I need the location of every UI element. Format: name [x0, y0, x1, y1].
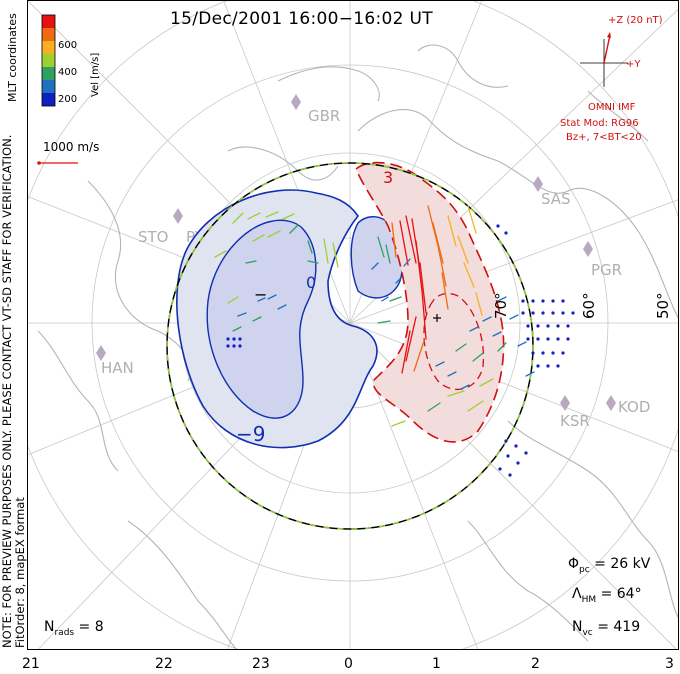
- reference-vector-label: 1000 m/s: [43, 140, 99, 154]
- colorbar-swatch-5: [42, 67, 55, 80]
- imf-y-label: +Y: [626, 59, 641, 70]
- contour-labels: 3 0 −9 −: [236, 168, 393, 446]
- imf-vector: [603, 34, 611, 64]
- colorbar: 600 400 200 Vel [m/s]: [41, 14, 101, 107]
- station-kod: KOD: [618, 398, 650, 416]
- contour-label-minimum: −: [254, 285, 267, 304]
- fit-order-note: FitOrder: 8, mapEX format: [13, 497, 27, 648]
- imf-source: OMNI IMF: [588, 102, 636, 113]
- colorbar-swatch-1: [42, 15, 55, 28]
- colorbar-swatch-3: [42, 41, 55, 54]
- positive-potential-cell: [355, 161, 505, 443]
- colorbar-swatch-7: [42, 93, 55, 106]
- lat-label-70: 70°: [492, 292, 510, 319]
- station-ksr: KSR: [560, 412, 590, 430]
- hm-boundary-overlay: [166, 162, 534, 530]
- imf-z-label: +Z (20 nT): [608, 15, 663, 26]
- station-han: HAN: [101, 359, 134, 377]
- imf-model: Stat Mod: RG96: [560, 118, 639, 129]
- cross-polar-potential: Φpc = 26 kV: [568, 556, 651, 575]
- station-pgr: PGR: [591, 261, 622, 279]
- mlt-hour-3: 3: [665, 656, 674, 672]
- mlt-hour-21: 21: [22, 656, 40, 672]
- radar-count: Nrads = 8: [44, 619, 104, 638]
- coordinate-system-label: MLT coordinates: [6, 13, 19, 102]
- station-sas: SAS: [541, 190, 571, 208]
- lat-label-60: 60°: [580, 292, 598, 319]
- colorbar-tick-400: 400: [58, 67, 77, 78]
- imf-condition: Bz+, 7<BT<20: [566, 132, 642, 143]
- hm-latitude: ΛHM = 64°: [572, 586, 642, 605]
- mlt-hour-22: 22: [155, 656, 173, 672]
- imf-dial: +Z (20 nT) +Y OMNI IMF Stat Mod: RG96 Bz…: [560, 15, 663, 143]
- positive-potential-inner: [423, 292, 485, 390]
- station-gbr: GBR: [308, 107, 340, 125]
- colorbar-swatch-4: [42, 54, 55, 67]
- reference-vector: 1000 m/s: [37, 140, 99, 165]
- station-sto: STO: [138, 228, 169, 246]
- colorbar-label: Vel [m/s]: [90, 53, 101, 97]
- imf-arrowhead: [607, 32, 611, 38]
- colorbar-swatch-6: [42, 80, 55, 93]
- lat-label-50: 50°: [654, 292, 672, 319]
- velocity-vectors: [214, 205, 575, 477]
- vector-count: Nvc = 419: [572, 619, 641, 638]
- station-markers: [96, 94, 616, 411]
- contour-label-positive: 3: [383, 168, 393, 187]
- mlt-hour-23: 23: [252, 656, 270, 672]
- colorbar-swatch-2: [42, 28, 55, 41]
- zero-contour-small: [350, 216, 403, 299]
- mlt-hour-1: 1: [432, 656, 441, 672]
- negative-potential-inner: [206, 219, 317, 419]
- contour-label-negative: −9: [236, 422, 265, 446]
- contour-label-zero: 0: [306, 273, 316, 292]
- latitude-labels: 60° 50° 70°: [492, 292, 672, 319]
- colorbar-tick-200: 200: [58, 94, 77, 105]
- plot-title: 15/Dec/2001 16:00−16:02 UT: [170, 9, 433, 29]
- mlt-hour-2: 2: [531, 656, 540, 672]
- mlt-hour-0: 0: [344, 656, 353, 672]
- colorbar-tick-600: 600: [58, 40, 77, 51]
- preview-note: NOTE: FOR PREVIEW PURPOSES ONLY. PLEASE …: [0, 135, 27, 648]
- map-frame: GBR SAS STO PGR HAN KSR KOD PYK 3 0 −9 −: [27, 0, 679, 650]
- polar-map: GBR SAS STO PGR HAN KSR KOD PYK 3 0 −9 −: [28, 1, 678, 649]
